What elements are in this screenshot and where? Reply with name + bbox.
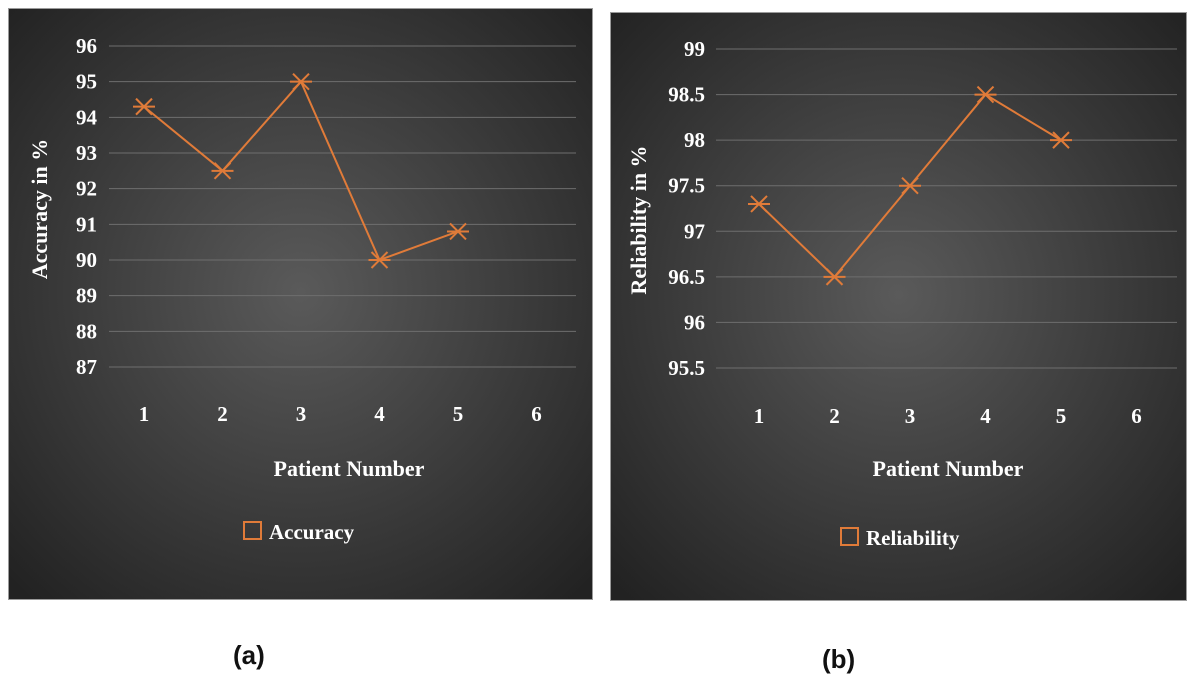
- legend-swatch: [243, 521, 262, 540]
- chart-reliability: 95.5 96 96.5 97 97.5 98 98.5 99 1 2 3 4 5 6 Patient Nu…: [611, 13, 1186, 600]
- x-tick-label: 3: [905, 404, 916, 428]
- y-tick-label: 90: [76, 248, 97, 272]
- y-tick-label: 96.5: [668, 265, 705, 289]
- x-tick-label: 4: [980, 404, 991, 428]
- data-point-marker: [447, 222, 469, 241]
- caption-b: (b): [822, 644, 856, 674]
- y-tick-label: 99: [684, 37, 705, 61]
- chart-background: [9, 9, 592, 599]
- y-tick-label: 97: [684, 219, 705, 243]
- chart-panel-a: 87 88 89 90 91 92 93 94 95 96 1 2 3 4 5 6 Patient Number…: [8, 8, 593, 600]
- x-tick-label: 2: [829, 404, 840, 428]
- x-axis-title: Patient Number: [873, 456, 1024, 481]
- x-tick-label: 3: [296, 402, 307, 426]
- caption-a: (a): [233, 640, 265, 670]
- data-point-marker: [290, 72, 312, 91]
- data-point-marker: [133, 97, 155, 116]
- x-tick-label: 1: [754, 404, 765, 428]
- chart-accuracy: 87 88 89 90 91 92 93 94 95 96 1 2 3 4 5 6 Patient Number…: [9, 9, 592, 599]
- y-tick-label: 97.5: [668, 174, 705, 198]
- x-tick-label: 5: [1056, 404, 1067, 428]
- legend-label: Reliability: [866, 526, 960, 550]
- chart-panel-b: 95.5 96 96.5 97 97.5 98 98.5 99 1 2 3 4 5 6 Patient Nu…: [610, 12, 1187, 601]
- y-tick-label: 94: [76, 105, 98, 129]
- x-axis-title: Patient Number: [274, 456, 425, 481]
- y-tick-label: 98: [684, 128, 705, 152]
- y-tick-label: 98.5: [668, 83, 705, 107]
- data-point-marker: [823, 268, 846, 286]
- x-tick-label: 6: [1131, 404, 1142, 428]
- x-tick-label: 1: [139, 402, 150, 426]
- y-tick-label: 89: [76, 284, 97, 308]
- y-tick-label: 95.5: [668, 356, 705, 380]
- data-point-marker: [974, 85, 997, 104]
- y-axis-title: Reliability in %: [626, 145, 651, 294]
- y-axis-title: Accuracy in %: [27, 139, 52, 280]
- data-point-marker: [748, 195, 770, 213]
- y-tick-label: 92: [76, 177, 97, 201]
- y-tick-label: 91: [76, 212, 97, 236]
- x-tick-label: 6: [531, 402, 542, 426]
- y-tick-label: 95: [76, 70, 97, 94]
- data-point-marker: [899, 177, 921, 195]
- data-point-marker: [1050, 131, 1072, 149]
- legend-swatch: [840, 527, 859, 546]
- x-tick-label: 2: [217, 402, 228, 426]
- y-tick-label: 96: [684, 310, 705, 334]
- legend-label: Accuracy: [269, 520, 355, 544]
- x-tick-label: 4: [374, 402, 385, 426]
- y-tick-label: 87: [76, 355, 97, 379]
- chart-background: [611, 13, 1186, 600]
- data-point-marker: [211, 162, 234, 180]
- y-tick-label: 93: [76, 141, 97, 165]
- y-tick-label: 96: [76, 34, 97, 58]
- data-point-marker: [368, 251, 391, 269]
- x-tick-label: 5: [453, 402, 464, 426]
- y-tick-label: 88: [76, 319, 97, 343]
